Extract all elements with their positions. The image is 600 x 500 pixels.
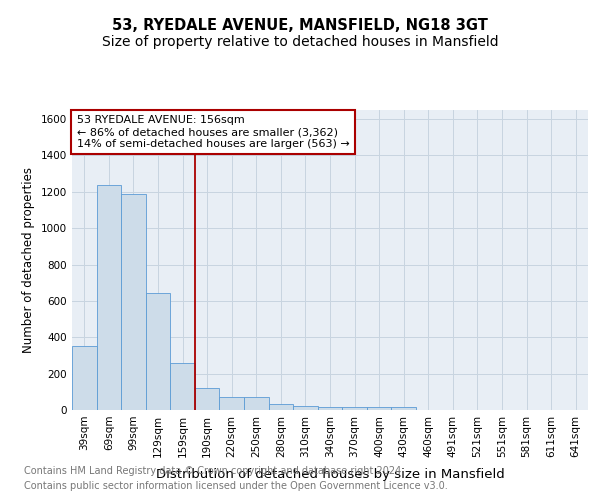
Text: 53, RYEDALE AVENUE, MANSFIELD, NG18 3GT: 53, RYEDALE AVENUE, MANSFIELD, NG18 3GT [112, 18, 488, 32]
Bar [195, 388, 220, 410]
Bar [293, 406, 318, 410]
Bar [170, 362, 195, 410]
Bar [244, 398, 269, 410]
Bar [318, 408, 342, 410]
Bar [97, 186, 121, 410]
Text: 53 RYEDALE AVENUE: 156sqm
← 86% of detached houses are smaller (3,362)
14% of se: 53 RYEDALE AVENUE: 156sqm ← 86% of detac… [77, 116, 350, 148]
Text: Contains public sector information licensed under the Open Government Licence v3: Contains public sector information licen… [24, 481, 448, 491]
Bar [72, 346, 97, 410]
Bar [121, 194, 146, 410]
Text: Size of property relative to detached houses in Mansfield: Size of property relative to detached ho… [101, 35, 499, 49]
Bar [269, 404, 293, 410]
Y-axis label: Number of detached properties: Number of detached properties [22, 167, 35, 353]
Bar [391, 408, 416, 410]
Bar [342, 408, 367, 410]
Bar [220, 398, 244, 410]
Bar [146, 292, 170, 410]
X-axis label: Distribution of detached houses by size in Mansfield: Distribution of detached houses by size … [155, 468, 505, 481]
Bar [367, 408, 391, 410]
Text: Contains HM Land Registry data © Crown copyright and database right 2024.: Contains HM Land Registry data © Crown c… [24, 466, 404, 476]
